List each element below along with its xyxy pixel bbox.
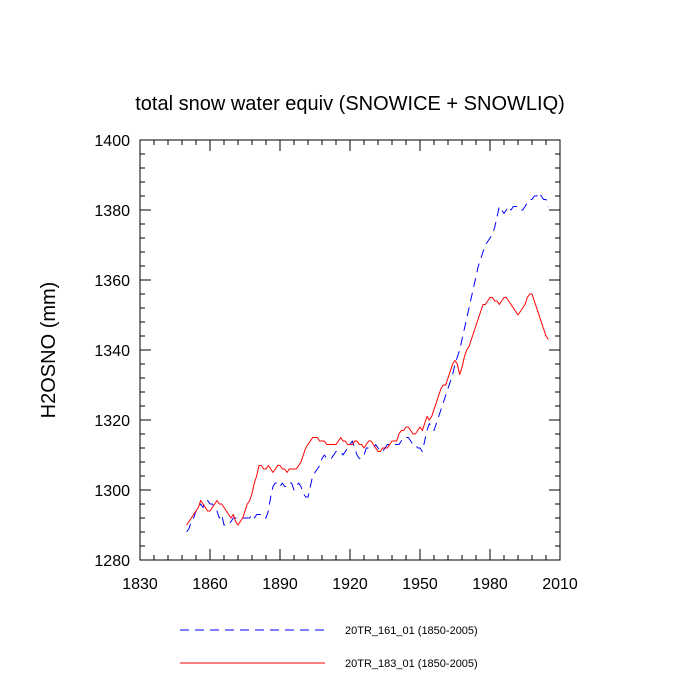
series-line-1 — [186, 192, 549, 533]
major-ticks — [139, 139, 561, 561]
y-tick-label: 1340 — [94, 343, 130, 360]
x-tick-label: 1920 — [332, 576, 368, 593]
plot-frame — [139, 139, 561, 561]
x-tick-label: 1950 — [402, 576, 438, 593]
y-tick-label: 1360 — [94, 273, 130, 290]
series-lines — [186, 192, 549, 533]
x-tick-label: 1980 — [472, 576, 508, 593]
minor-ticks — [139, 139, 561, 561]
x-tick-label: 1860 — [192, 576, 228, 593]
y-tick-label: 1380 — [94, 203, 130, 220]
x-tick-label: 1830 — [122, 576, 158, 593]
legend-label-series-2: 20TR_183_01 (1850-2005) — [345, 658, 478, 670]
y-tick-label: 1320 — [94, 413, 130, 430]
legend: 20TR_161_01 (1850-2005) 20TR_183_01 (185… — [180, 625, 478, 670]
y-tick-label: 1300 — [94, 483, 130, 500]
tick-labels: 1830 1860 1890 1920 1950 1980 2010 1280 1300 1320… — [94, 133, 577, 593]
chart-title: total snow water equiv (SNOWICE + SNOWLI… — [135, 93, 565, 115]
legend-label-series-1: 20TR_161_01 (1850-2005) — [345, 625, 478, 637]
y-tick-label: 1400 — [94, 133, 130, 150]
x-tick-label: 1890 — [262, 576, 298, 593]
x-tick-label: 2010 — [542, 576, 578, 593]
series-line-2 — [186, 293, 549, 526]
y-axis-label: H2OSNO (mm) — [38, 282, 60, 419]
y-tick-label: 1280 — [94, 553, 130, 570]
